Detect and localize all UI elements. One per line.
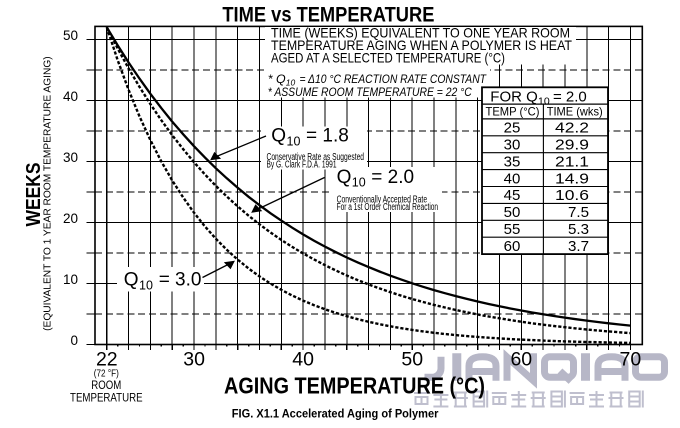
svg-text:* Q: * Q xyxy=(268,72,286,86)
svg-text:30: 30 xyxy=(63,150,78,165)
svg-text:By G. Clark F.D.A. 1991: By G. Clark F.D.A. 1991 xyxy=(267,159,337,170)
svg-text:30: 30 xyxy=(183,349,205,371)
svg-text:70: 70 xyxy=(620,349,642,371)
svg-text:45: 45 xyxy=(504,187,521,204)
svg-text:Conservative Rate as Suggested: Conservative Rate as Suggested xyxy=(267,152,365,163)
svg-text:Q: Q xyxy=(271,126,286,147)
svg-text:(EQUIVALENT TO 1 YEAR ROOM TEM: (EQUIVALENT TO 1 YEAR ROOM TEMPERATURE A… xyxy=(42,56,54,331)
svg-text:= 2.0: = 2.0 xyxy=(371,167,414,188)
svg-text:FIG. X1.1 Accelerated Aging of: FIG. X1.1 Accelerated Aging of Polymer xyxy=(232,408,439,420)
svg-text:WEEKS: WEEKS xyxy=(23,163,45,227)
svg-text:40: 40 xyxy=(292,349,314,371)
svg-text:60: 60 xyxy=(510,349,532,371)
svg-text:FOR Q: FOR Q xyxy=(490,88,538,105)
svg-text:AGED AT A SELECTED TEMPERATURE: AGED AT A SELECTED TEMPERATURE (°C) xyxy=(271,51,505,66)
svg-text:Q: Q xyxy=(337,167,352,188)
svg-text:40: 40 xyxy=(504,170,521,187)
svg-text:60: 60 xyxy=(504,238,521,255)
svg-text:TIME (wks): TIME (wks) xyxy=(547,104,603,118)
svg-text:50: 50 xyxy=(504,204,521,221)
svg-text:10.6: 10.6 xyxy=(555,187,589,204)
svg-text:TEMPERATURE AGING WHEN A POLYM: TEMPERATURE AGING WHEN A POLYMER IS HEAT xyxy=(271,38,572,53)
svg-text:14.9: 14.9 xyxy=(555,170,589,187)
svg-text:(72 °F): (72 °F) xyxy=(94,369,119,380)
svg-text:10: 10 xyxy=(139,278,153,292)
svg-text:50: 50 xyxy=(63,28,78,43)
svg-text:For a 1st Order Chemical React: For a 1st Order Chemical Reaction xyxy=(337,202,439,213)
svg-text:50: 50 xyxy=(401,349,423,371)
svg-text:25: 25 xyxy=(504,120,521,137)
svg-text:40: 40 xyxy=(63,89,78,104)
svg-text:42.2: 42.2 xyxy=(555,120,589,137)
svg-text:20: 20 xyxy=(63,211,78,226)
svg-text:21.1: 21.1 xyxy=(555,153,589,170)
svg-text:35: 35 xyxy=(504,153,521,170)
svg-text:= 3.0: = 3.0 xyxy=(159,270,202,291)
svg-text:5.3: 5.3 xyxy=(568,221,589,238)
svg-text:* ASSUME ROOM TEMPERATURE = 22: * ASSUME ROOM TEMPERATURE = 22 °C xyxy=(268,85,473,99)
svg-text:TEMPERATURE: TEMPERATURE xyxy=(70,390,143,404)
svg-text:= 1.8: = 1.8 xyxy=(306,126,349,147)
svg-text:10: 10 xyxy=(287,134,301,148)
svg-text:AGING TEMPERATURE (°C): AGING TEMPERATURE (°C) xyxy=(224,373,485,399)
svg-text:3.7: 3.7 xyxy=(568,238,589,255)
svg-text:7.5: 7.5 xyxy=(568,204,589,221)
svg-text:= Δ10 °C REACTION RATE CONSTAN: = Δ10 °C REACTION RATE CONSTANT xyxy=(300,72,488,86)
svg-text:10: 10 xyxy=(352,176,366,190)
svg-text:Q: Q xyxy=(124,270,139,291)
svg-text:TEMP (°C): TEMP (°C) xyxy=(486,104,540,118)
svg-text:Conventionally Accepted Rate: Conventionally Accepted Rate xyxy=(337,194,428,205)
svg-text:TIME vs TEMPERATURE: TIME vs TEMPERATURE xyxy=(222,3,434,27)
svg-text:22: 22 xyxy=(96,349,118,371)
svg-text:55: 55 xyxy=(504,221,521,238)
svg-text:TIME (WEEKS) EQUIVALENT TO ONE: TIME (WEEKS) EQUIVALENT TO ONE YEAR ROOM xyxy=(271,26,570,41)
svg-text:10: 10 xyxy=(286,77,296,87)
svg-text:10: 10 xyxy=(63,272,78,287)
svg-text:ROOM: ROOM xyxy=(91,380,121,392)
svg-text:29.9: 29.9 xyxy=(555,137,589,154)
svg-text:30: 30 xyxy=(504,137,521,154)
svg-text:0: 0 xyxy=(70,333,78,348)
svg-text:10: 10 xyxy=(538,96,550,108)
svg-text:= 2.0: = 2.0 xyxy=(553,88,587,105)
